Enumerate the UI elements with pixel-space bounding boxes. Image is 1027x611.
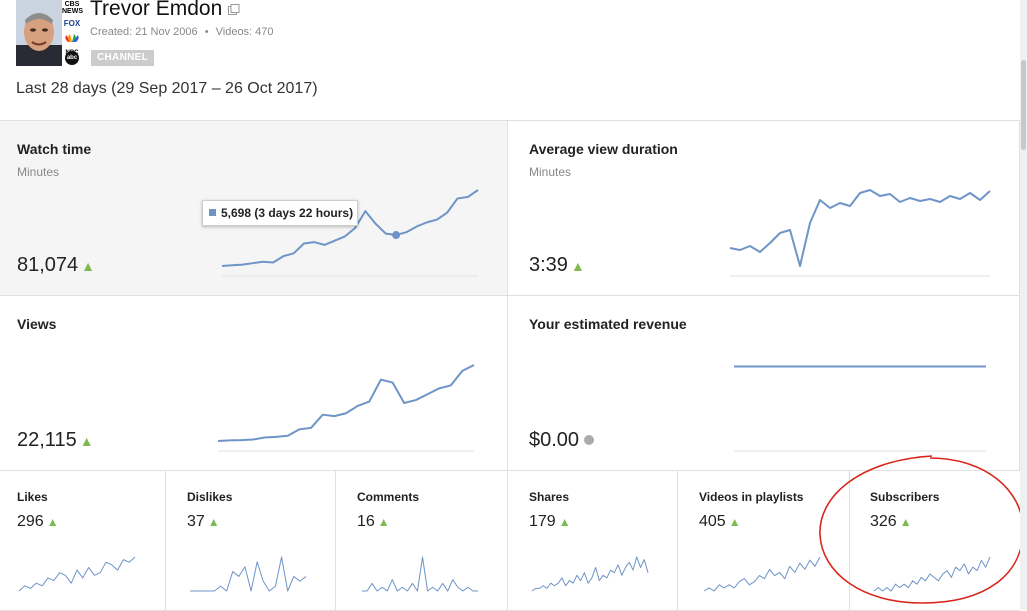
created-date: Created: 21 Nov 2006 — [90, 26, 198, 38]
scrollbar-thumb[interactable] — [1021, 60, 1026, 150]
series-line — [703, 556, 821, 592]
card-value: 3:39 ▲ — [529, 254, 585, 277]
trend-up-icon: ▲ — [377, 515, 390, 529]
channel-meta: Created: 21 Nov 2006 • Videos: 470 — [90, 26, 274, 38]
card-title: Shares — [529, 490, 570, 504]
card-title: Videos in playlists — [699, 490, 804, 504]
card-value: 405 ▲ — [699, 513, 741, 531]
card-title: Comments — [357, 490, 420, 504]
trend-up-icon: ▲ — [570, 258, 585, 274]
value-text: $0.00 — [529, 429, 580, 451]
card-value: 37 ▲ — [187, 513, 220, 531]
series-line — [190, 556, 307, 592]
series-line — [18, 556, 136, 592]
dislikes-card[interactable]: Dislikes 37 ▲ — [166, 471, 336, 611]
series-line — [217, 364, 475, 442]
card-value: 326 ▲ — [870, 513, 912, 531]
views-card[interactable]: Views 22,115 ▲ — [0, 296, 508, 471]
value-text: 16 — [357, 513, 375, 530]
trend-up-icon: ▲ — [899, 515, 912, 529]
card-subtitle: Minutes — [17, 165, 60, 179]
open-channel-icon[interactable] — [228, 4, 240, 16]
views-chart[interactable] — [216, 361, 476, 453]
card-value: 22,115 ▲ — [17, 429, 94, 452]
series-line — [362, 556, 478, 592]
no-change-icon — [584, 435, 595, 445]
card-value: $0.00 — [529, 429, 595, 452]
card-title: Dislikes — [187, 490, 233, 504]
card-title: Your estimated revenue — [529, 316, 687, 332]
channel-header: CBS NEWS FOX NBC abc Trevor Emdon Create… — [0, 0, 1027, 120]
tooltip-text: 5,698 (3 days 22 hours) — [221, 206, 354, 220]
trend-up-icon: ▲ — [79, 433, 94, 449]
card-value: 296 ▲ — [17, 513, 59, 531]
value-text: 81,074 — [17, 254, 79, 276]
meta-separator: • — [204, 26, 209, 38]
videos-in-playlists-card[interactable]: Videos in playlists 405 ▲ — [678, 471, 850, 611]
card-value: 179 ▲ — [529, 513, 571, 531]
series-line — [531, 556, 649, 592]
value-text: 296 — [17, 513, 44, 530]
trend-up-icon: ▲ — [46, 515, 59, 529]
avg-view-duration-chart[interactable] — [728, 186, 992, 278]
card-title: Likes — [17, 490, 48, 504]
nbc-peacock-icon — [65, 34, 79, 42]
card-title: Watch time — [17, 141, 92, 157]
videos-in-playlists-chart[interactable] — [702, 553, 822, 595]
series-swatch — [209, 209, 216, 216]
revenue-chart[interactable] — [732, 361, 988, 453]
card-title: Views — [17, 316, 57, 332]
series-line — [873, 556, 991, 592]
trend-up-icon: ▲ — [728, 515, 741, 529]
comments-card[interactable]: Comments 16 ▲ — [336, 471, 508, 611]
trend-up-icon: ▲ — [207, 515, 220, 529]
abc-logo: abc — [62, 50, 82, 65]
card-title: Average view duration — [529, 141, 678, 157]
value-text: 326 — [870, 513, 897, 530]
card-subtitle: Minutes — [529, 165, 572, 179]
watch-time-chart[interactable] — [220, 186, 480, 278]
value-text: 3:39 — [529, 254, 568, 276]
fox-logo: FOX — [63, 19, 81, 28]
date-range[interactable]: Last 28 days (29 Sep 2017 – 26 Oct 2017) — [16, 80, 318, 97]
card-value: 81,074 ▲ — [17, 254, 95, 277]
subscribers-card[interactable]: Subscribers 326 ▲ — [850, 471, 1020, 611]
nbc-logo: NBC — [62, 33, 82, 56]
value-text: 22,115 — [17, 429, 77, 451]
watch-time-card[interactable]: Watch time Minutes 81,074 ▲ 5,698 (3 days… — [0, 121, 508, 296]
series-line — [729, 189, 991, 267]
metrics-grid: Watch time Minutes 81,074 ▲ 5,698 (3 days… — [0, 120, 1020, 611]
shares-card[interactable]: Shares 179 ▲ — [508, 471, 678, 611]
series-line — [221, 189, 479, 267]
video-count: Videos: 470 — [215, 26, 274, 38]
abc-logo-text: abc — [65, 51, 79, 65]
channel-avatar[interactable] — [16, 0, 62, 66]
hover-point[interactable] — [392, 231, 401, 240]
comments-chart[interactable] — [360, 553, 480, 595]
avg-view-duration-card[interactable]: Average view duration Minutes 3:39 ▲ — [508, 121, 1020, 296]
vertical-scrollbar[interactable] — [1020, 0, 1027, 610]
value-text: 179 — [529, 513, 556, 530]
shares-chart[interactable] — [530, 553, 650, 595]
value-text: 405 — [699, 513, 726, 530]
chart-tooltip: 5,698 (3 days 22 hours) — [202, 200, 358, 226]
cbs-news-logo: CBS NEWS — [62, 1, 83, 15]
card-value: 16 ▲ — [357, 513, 390, 531]
revenue-card[interactable]: Your estimated revenue $0.00 — [508, 296, 1020, 471]
trend-up-icon: ▲ — [558, 515, 571, 529]
channel-name[interactable]: Trevor Emdon — [90, 0, 223, 20]
likes-chart[interactable] — [17, 553, 137, 595]
dislikes-chart[interactable] — [188, 553, 308, 595]
trend-up-icon: ▲ — [81, 258, 96, 274]
likes-card[interactable]: Likes 296 ▲ — [0, 471, 166, 611]
card-title: Subscribers — [870, 490, 940, 504]
channel-badge[interactable]: CHANNEL — [91, 50, 154, 66]
network-logos: CBS NEWS FOX NBC abc — [62, 0, 84, 66]
value-text: 37 — [187, 513, 205, 530]
subscribers-chart[interactable] — [872, 553, 992, 595]
